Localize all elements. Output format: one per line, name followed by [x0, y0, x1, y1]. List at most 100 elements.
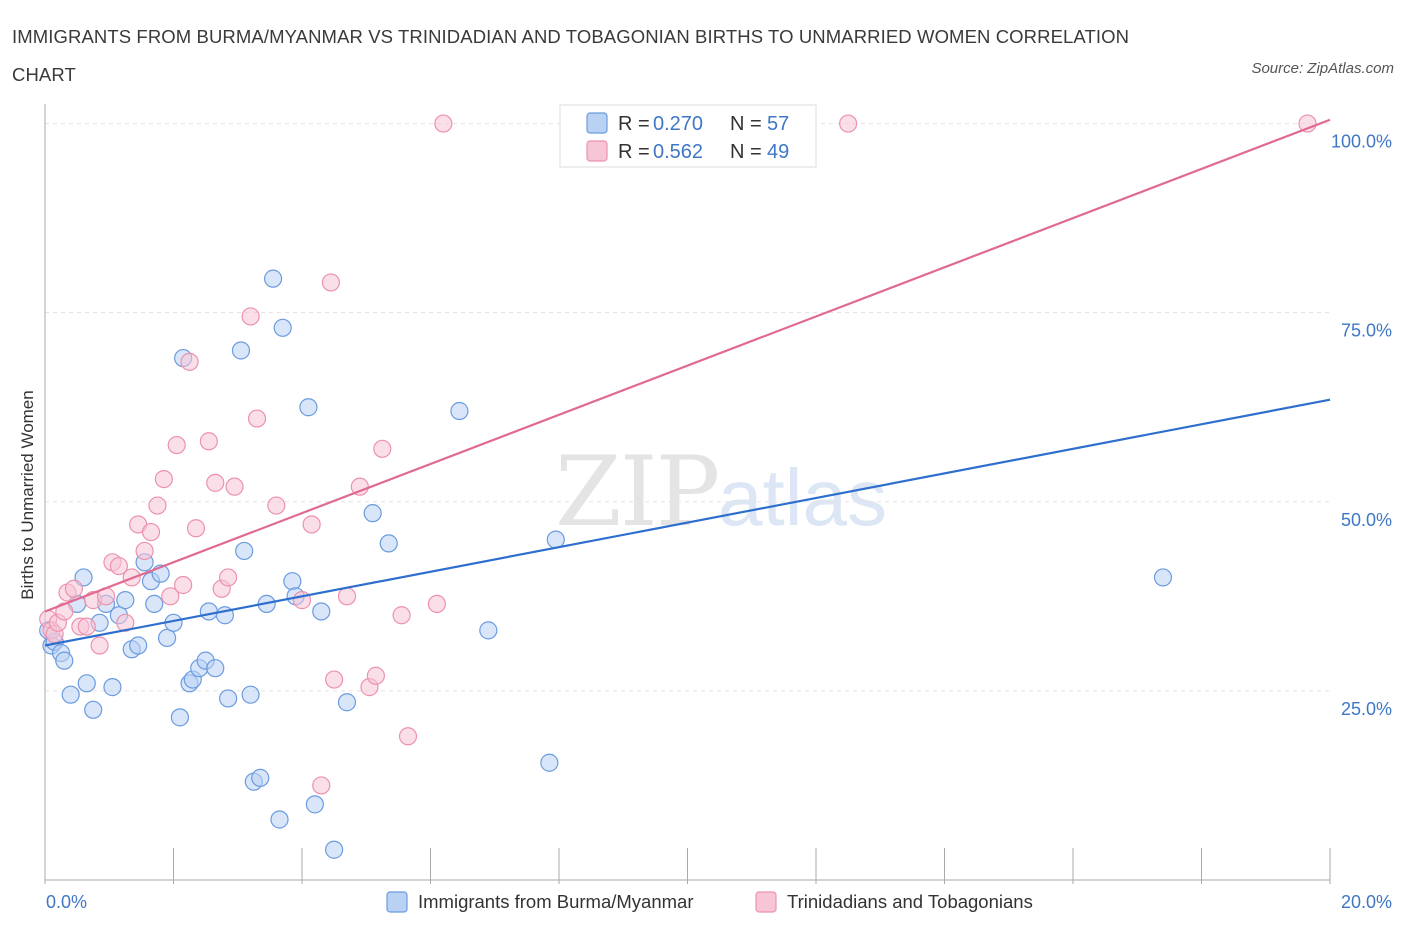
bottom-legend-label-blue: Immigrants from Burma/Myanmar — [418, 891, 694, 912]
y-tick-label: 50.0% — [1341, 510, 1392, 530]
bottom-legend-swatch-blue — [386, 891, 408, 913]
legend-swatch-pink — [586, 140, 608, 162]
data-point — [55, 651, 74, 670]
data-point — [157, 628, 177, 648]
data-point — [321, 273, 341, 292]
data-point — [174, 575, 193, 595]
data-point — [231, 341, 251, 360]
y-tick-labels: 25.0% 50.0% 75.0% 100.0% — [1331, 132, 1392, 719]
data-point — [61, 685, 80, 704]
data-point — [103, 678, 122, 697]
data-point — [267, 496, 286, 515]
data-point — [283, 572, 302, 591]
legend-r-label: R = — [618, 141, 650, 163]
data-point — [167, 435, 186, 455]
data-point — [241, 307, 260, 326]
data-point — [219, 689, 238, 708]
data-point — [148, 496, 167, 515]
legend-n-label: N = — [730, 113, 762, 135]
data-point — [154, 469, 173, 489]
data-point — [263, 269, 283, 288]
watermark-atlas: atlas — [718, 453, 887, 542]
x-tick-labels: 0.0% 20.0% — [46, 892, 1392, 912]
data-point — [1153, 568, 1173, 587]
trend-line — [44, 398, 1331, 647]
data-point — [247, 409, 267, 428]
data-point — [116, 613, 135, 632]
data-point — [206, 473, 225, 492]
data-point — [64, 579, 84, 598]
legend-r-value: 0.562 — [653, 141, 703, 163]
data-point — [434, 114, 453, 133]
data-point — [109, 556, 128, 576]
data-point — [379, 534, 398, 553]
data-point — [273, 318, 292, 337]
legend-n-value: 57 — [767, 113, 789, 135]
data-point — [199, 432, 218, 451]
series-trinidad-points — [39, 114, 1317, 795]
data-point — [427, 594, 447, 614]
x-tick-label: 0.0% — [46, 892, 87, 912]
data-point — [235, 541, 254, 561]
data-point — [141, 522, 161, 542]
data-point — [540, 753, 559, 772]
data-point — [366, 666, 385, 685]
data-point — [199, 602, 218, 621]
source-label: Source: ZipAtlas.com — [1251, 60, 1394, 77]
bottom-legend-swatch-pink — [755, 891, 777, 913]
legend-swatch-blue — [586, 112, 608, 134]
data-point — [77, 617, 96, 636]
data-point — [337, 587, 357, 606]
data-point — [77, 674, 96, 693]
data-point — [180, 352, 199, 371]
data-point — [312, 602, 331, 621]
data-point — [225, 477, 244, 496]
watermark-zip: ZIP — [555, 436, 718, 548]
data-point — [299, 398, 318, 417]
y-tick-label: 25.0% — [1341, 699, 1392, 719]
data-point — [251, 768, 270, 787]
data-point — [145, 594, 164, 614]
data-point — [270, 810, 289, 829]
data-point — [219, 568, 238, 587]
data-point — [839, 114, 858, 133]
data-point — [84, 700, 103, 719]
data-point — [135, 541, 154, 561]
data-point — [312, 776, 331, 795]
data-point — [325, 840, 344, 859]
data-point — [479, 621, 498, 640]
data-point — [170, 708, 190, 727]
chart-title: IMMIGRANTS FROM BURMA/MYANMAR VS TRINIDA… — [12, 26, 1130, 85]
data-point — [161, 587, 180, 606]
data-point — [206, 659, 225, 678]
data-point — [241, 685, 260, 704]
data-point — [302, 515, 321, 534]
y-axis-title: Births to Unmarried Women — [18, 390, 37, 599]
data-point — [373, 439, 392, 458]
data-point — [337, 693, 357, 712]
trend-lines — [44, 118, 1331, 647]
data-point — [129, 636, 148, 655]
trend-line — [44, 118, 1331, 613]
y-tick-label: 100.0% — [1331, 132, 1392, 152]
gridlines — [45, 123, 1330, 692]
data-point — [90, 636, 109, 655]
legend-n-value: 49 — [767, 141, 789, 163]
data-point — [116, 591, 135, 610]
legend-r-label: R = — [618, 113, 650, 135]
data-point — [363, 504, 382, 523]
x-tick-label: 20.0% — [1341, 892, 1392, 912]
data-point — [186, 519, 206, 538]
data-point — [450, 401, 469, 421]
data-point — [392, 606, 411, 625]
y-tick-label: 75.0% — [1341, 321, 1392, 341]
axes — [44, 104, 1331, 884]
bottom-legend-label-pink: Trinidadians and Tobagonians — [787, 891, 1033, 912]
data-point — [398, 727, 418, 746]
data-point — [305, 795, 324, 814]
legend-n-label: N = — [730, 141, 762, 163]
legend-r-value: 0.270 — [653, 113, 703, 135]
bottom-legend: Immigrants from Burma/Myanmar Trinidadia… — [386, 891, 1033, 913]
data-point — [325, 670, 344, 689]
